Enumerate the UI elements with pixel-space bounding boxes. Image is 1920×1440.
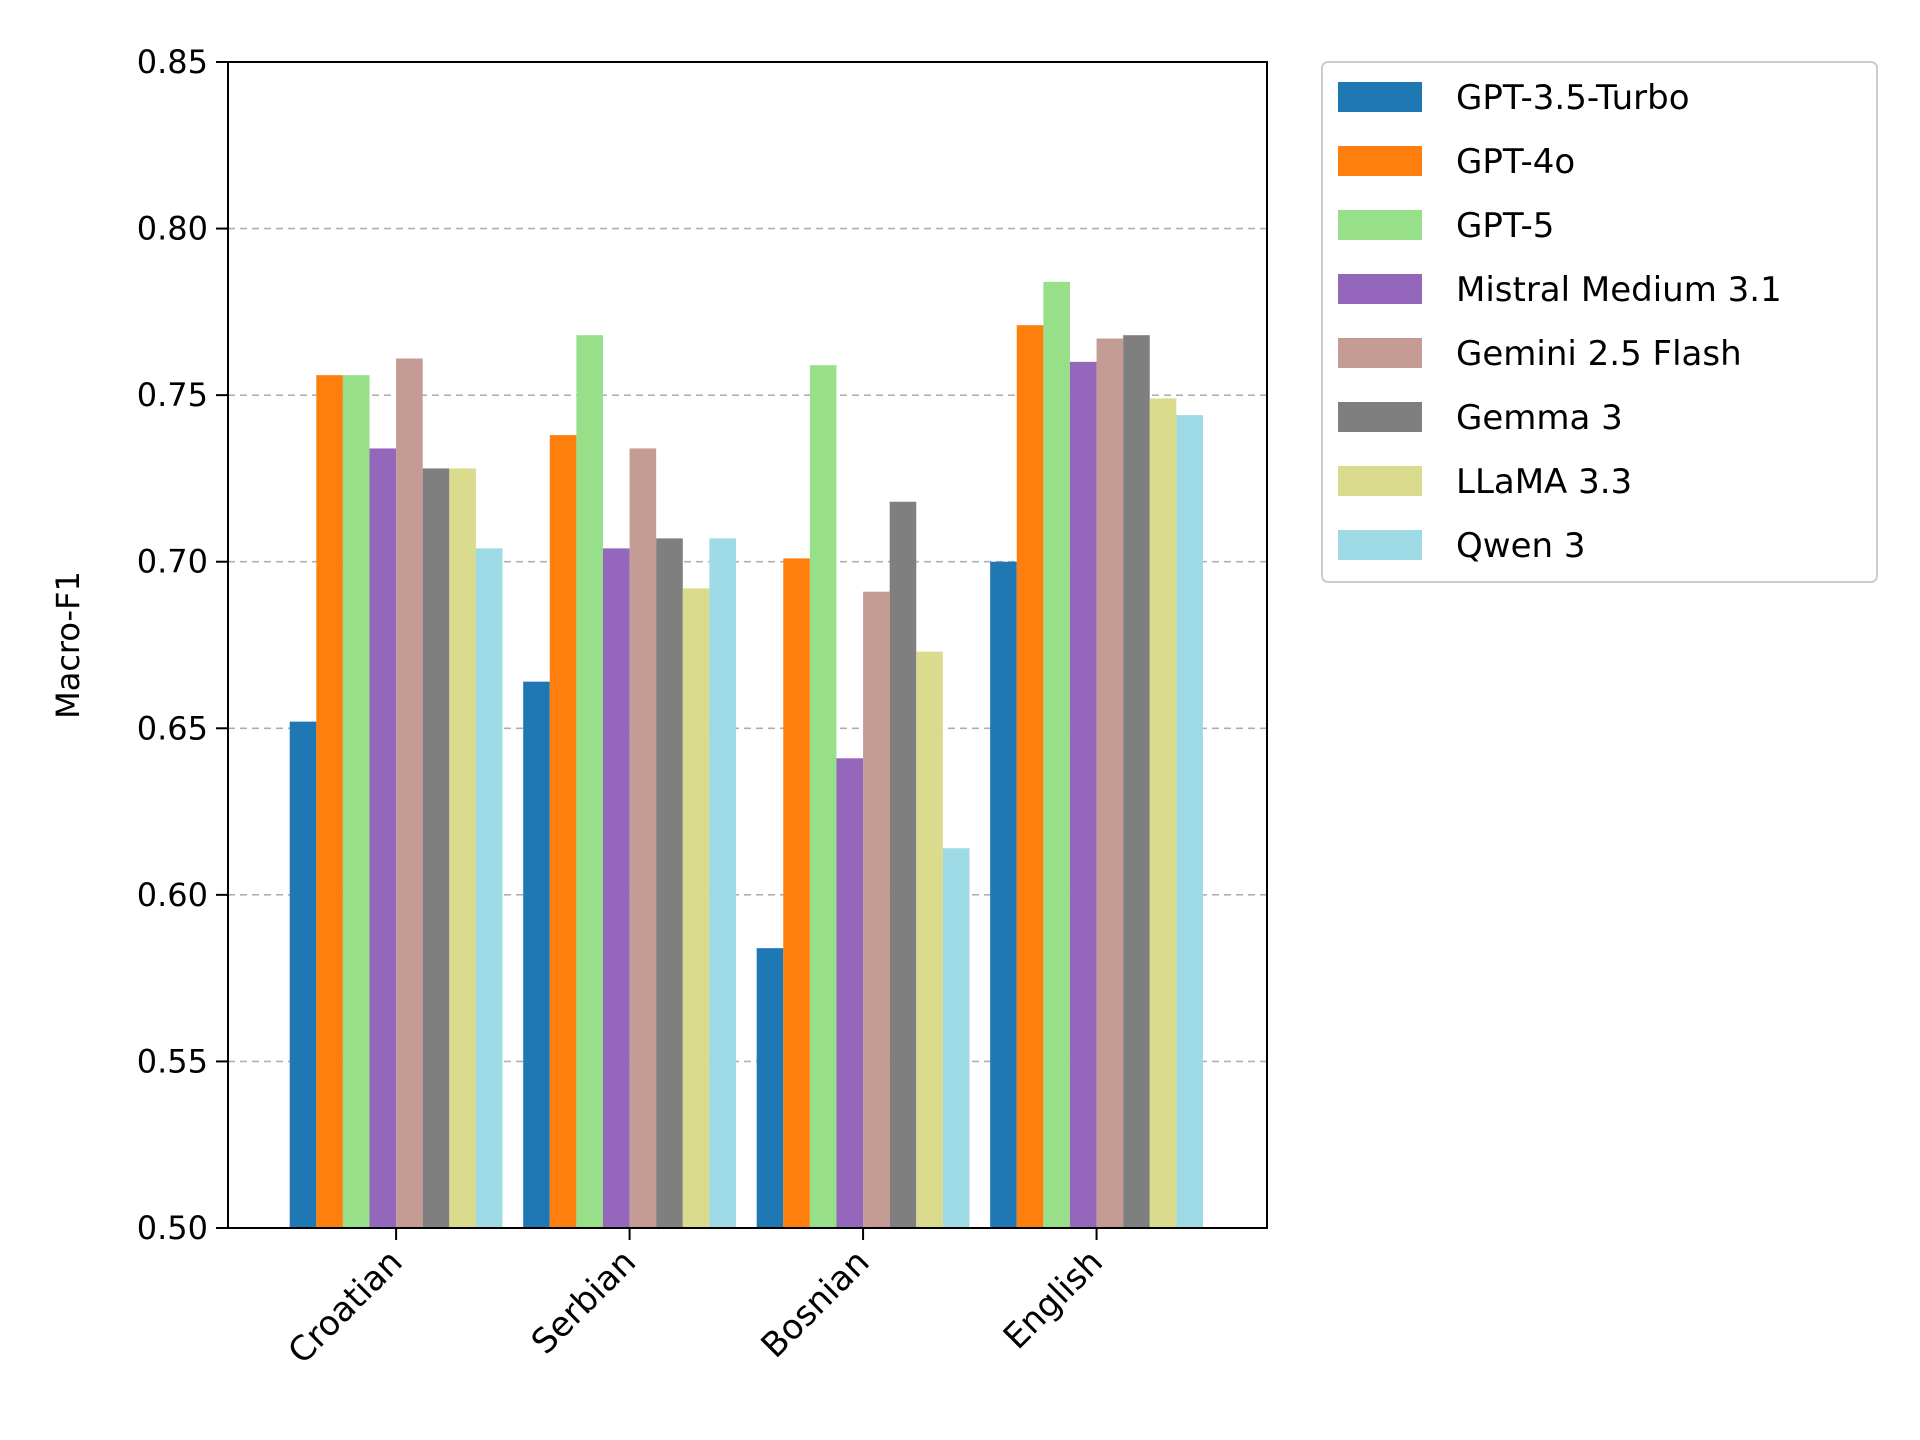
legend-label: GPT-4o	[1456, 142, 1575, 182]
bar	[422, 468, 450, 1228]
bar	[1149, 398, 1177, 1229]
bar	[1096, 338, 1124, 1229]
bar	[289, 721, 317, 1228]
x-tick-label: English	[996, 1242, 1111, 1357]
legend-swatch	[1338, 210, 1422, 240]
legend-label: GPT-5	[1456, 206, 1554, 246]
bar	[316, 375, 343, 1228]
legend-swatch	[1338, 82, 1422, 112]
legend-swatch	[1338, 146, 1422, 176]
legend-frame	[1321, 61, 1878, 583]
y-tick-label: 0.80	[137, 210, 208, 248]
legend-swatch	[1338, 338, 1422, 368]
legend-swatch	[1338, 466, 1422, 496]
y-tick-label: 0.50	[137, 1209, 208, 1247]
bar	[783, 558, 810, 1228]
bar	[756, 948, 784, 1228]
bar	[916, 651, 943, 1228]
legend-label: Gemini 2.5 Flash	[1456, 334, 1742, 374]
bar	[449, 468, 476, 1228]
y-axis: 0.50 0.55 0.60 0.65 0.70 0.75 0.80 0.85	[137, 43, 228, 1247]
legend-swatch	[1338, 402, 1422, 432]
bar	[889, 501, 917, 1229]
legend: GPT-3.5-Turbo GPT-4o GPT-5 Mistral Medium 3…	[1321, 61, 1878, 583]
bar	[576, 335, 603, 1229]
bar	[990, 561, 1017, 1228]
bar	[809, 365, 837, 1228]
bar	[709, 538, 736, 1228]
bar	[1123, 335, 1150, 1229]
legend-swatch	[1338, 274, 1422, 304]
legend-label: Mistral Medium 3.1	[1456, 270, 1782, 310]
y-tick-label: 0.65	[137, 709, 208, 747]
bar	[396, 358, 423, 1228]
y-tick-label: 0.70	[137, 543, 208, 581]
x-tick-label: Bosnian	[754, 1242, 878, 1366]
bar	[836, 758, 864, 1228]
legend-label: Gemma 3	[1456, 398, 1623, 438]
bars	[289, 281, 1203, 1229]
y-tick-label: 0.60	[137, 876, 208, 914]
bar	[1043, 281, 1070, 1229]
bar	[1069, 361, 1097, 1228]
y-tick-label: 0.55	[137, 1042, 208, 1080]
y-tick-label: 0.85	[137, 43, 208, 81]
bar	[942, 848, 970, 1228]
bar	[523, 681, 550, 1228]
legend-swatch	[1338, 530, 1422, 560]
bar	[602, 548, 630, 1228]
x-axis: Croatian Serbian Bosnian English	[281, 1228, 1111, 1372]
x-tick-label: Serbian	[524, 1242, 644, 1362]
y-tick-label: 0.75	[137, 376, 208, 414]
legend-label: LLaMA 3.3	[1456, 462, 1632, 502]
plot-frame	[227, 61, 1268, 1229]
bar	[369, 448, 397, 1229]
x-tick-label: Croatian	[281, 1242, 411, 1372]
legend-label: GPT-3.5-Turbo	[1456, 78, 1690, 118]
bar	[863, 591, 890, 1228]
bar	[682, 588, 710, 1228]
bar	[1016, 325, 1044, 1228]
bar	[549, 435, 577, 1228]
legend-label: Qwen 3	[1456, 526, 1585, 566]
bar	[1176, 415, 1203, 1228]
bar	[342, 375, 370, 1228]
bar	[629, 448, 657, 1229]
bar	[475, 548, 503, 1228]
bar	[656, 538, 683, 1228]
y-axis-label: Macro-F1	[49, 571, 87, 719]
